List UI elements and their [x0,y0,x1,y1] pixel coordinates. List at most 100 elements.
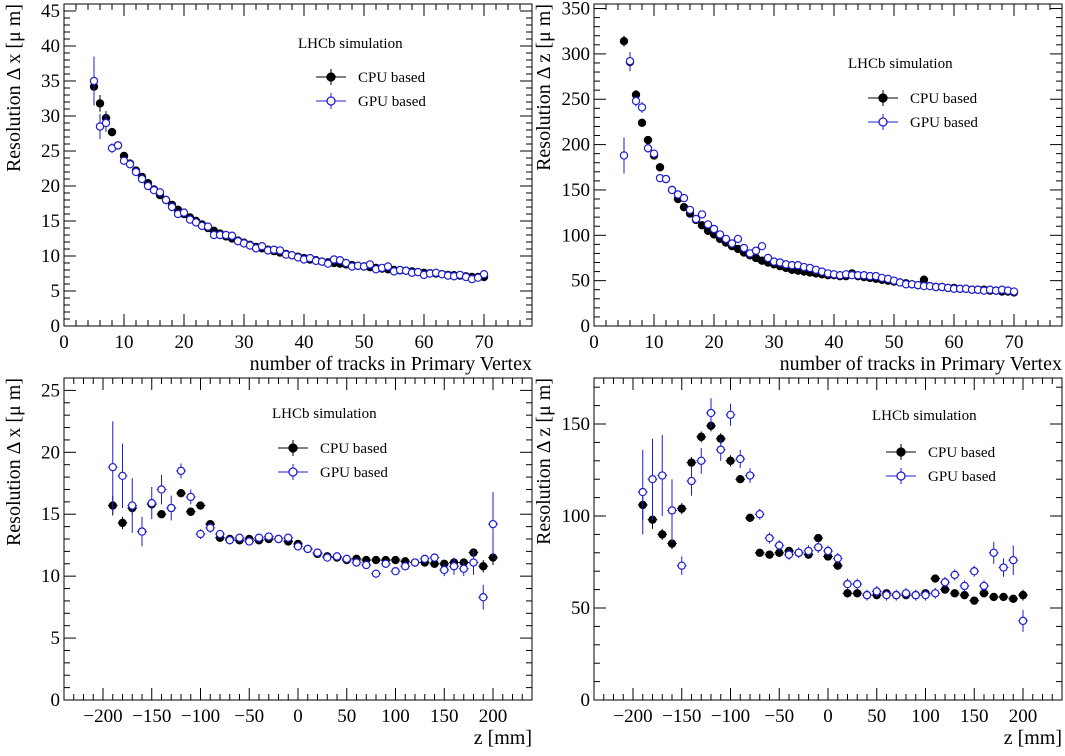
data-marker [853,579,862,589]
data-marker [341,258,351,268]
series-cpu [619,35,1019,297]
data-marker [362,560,371,570]
data-point [988,541,999,564]
data-marker [679,193,689,203]
data-point [774,539,785,551]
data-point [940,576,950,588]
data-marker [275,246,285,255]
data-marker [736,475,745,484]
data-marker [459,564,468,573]
x-tick-label: 20 [705,332,724,353]
series-gpu [89,56,489,284]
data-marker [970,567,979,576]
data-point [156,510,167,519]
data-point [676,556,687,575]
data-point [351,558,362,567]
y-tick-label: 0 [51,690,61,711]
chart-panel-1: 0 10 20 30 40 50 60 70 0 5 10 15 20 25 30 35 40 45 number … [3,1,533,375]
data-point [697,210,707,219]
y-tick-label: 40 [41,36,60,57]
legend-marker [878,93,888,103]
data-point [988,592,999,602]
series-gpu [107,421,498,610]
data-point [852,578,863,590]
data-point [383,262,393,271]
data-point [823,269,833,278]
data-marker [206,523,215,533]
data-marker [648,475,657,484]
x-tick-label: 20 [175,332,194,353]
data-marker [352,558,361,567]
data-marker [751,246,761,255]
x-tick-label: 0 [293,706,303,727]
y-tick-label: 200 [562,135,591,156]
data-marker [449,562,459,571]
y-tick-label: 10 [41,566,60,587]
data-marker [673,190,683,199]
data-marker [931,589,940,598]
data-point [390,567,401,576]
x-tick-label: 150 [960,706,989,727]
x-tick-label: 50 [867,706,886,727]
data-point [764,550,775,559]
x-tick-label: 0 [59,332,69,353]
data-marker [853,589,862,598]
data-point [146,486,157,520]
data-marker [227,231,237,240]
legend-marker [288,467,298,477]
y-tick-label: 25 [41,380,60,401]
data-marker [727,239,737,248]
data-marker [101,118,111,128]
data-point [969,596,980,605]
data-point [637,101,647,113]
data-point [871,585,882,597]
data-point [725,403,736,426]
data-point [205,522,216,533]
data-point [754,548,765,558]
data-point [679,193,689,203]
data-point [619,137,629,174]
data-point [881,589,892,601]
data-marker [95,99,105,108]
data-point [803,545,814,557]
y-tick-label: 0 [581,690,591,711]
x-tick-label: 50 [337,706,356,727]
data-marker [118,471,127,481]
data-marker [420,554,429,564]
data-point [657,528,668,540]
x-tick-label: −150 [662,706,701,727]
data-marker [176,466,186,476]
x-tick-label: 10 [645,332,664,353]
series-gpu [637,398,1028,632]
data-point [919,275,929,284]
data-marker [196,501,205,510]
x-tick-label: 60 [945,332,964,353]
data-point [1008,545,1019,575]
chart-title: LHCb simulation [872,408,977,424]
data-marker [284,533,293,542]
x-axis-label: z [mm] [474,727,532,749]
x-tick-label: −100 [711,706,750,727]
data-point [940,585,950,594]
data-point [439,563,450,577]
data-marker [960,590,969,600]
data-point [234,533,245,542]
data-point [703,220,713,229]
x-tick-label: −50 [234,706,264,727]
data-point [458,561,469,577]
data-marker [872,587,881,596]
data-marker [488,519,498,529]
y-tick-label: 25 [41,141,60,162]
data-point [930,587,941,599]
data-marker [619,36,629,46]
data-point [667,479,677,542]
data-marker [726,410,735,419]
y-tick-label: 35 [41,71,60,92]
data-marker [89,76,99,86]
data-marker [661,174,671,184]
data-marker [833,554,842,563]
data-marker [638,487,647,497]
data-point [757,241,767,251]
y-tick-label: 30 [41,106,60,127]
data-marker [128,501,137,510]
